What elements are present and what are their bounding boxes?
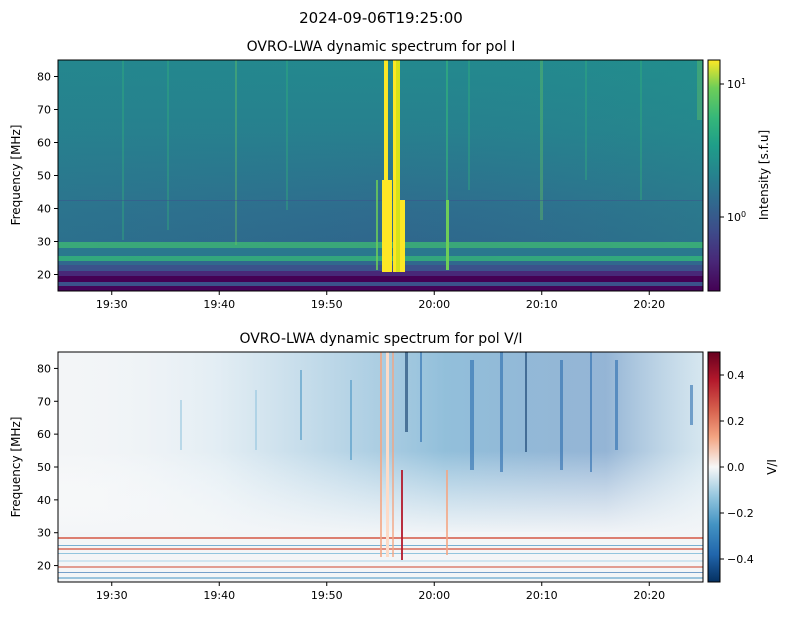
y-tick-label: 80	[37, 71, 51, 84]
x-tick-label: 19:50	[311, 298, 343, 311]
figure-suptitle: 2024-09-06T19:25:00	[299, 9, 463, 27]
colorbar-tick-label: 100	[727, 210, 746, 225]
colorbar-tick-label: 0.0	[727, 461, 745, 474]
colorbar-vi: 0.4 0.2 0.0 −0.2 −0.4 V/I	[707, 351, 779, 583]
x-tick-label: 19:40	[203, 589, 235, 602]
colorbar-tick-label: 0.4	[727, 369, 745, 382]
colorbar-label: V/I	[765, 459, 779, 475]
x-tick-label: 19:50	[311, 589, 343, 602]
y-tick-label: 40	[37, 494, 51, 507]
spectrogram-i-image	[58, 60, 703, 291]
y-axis-ticks: 20 30 40 50 60 70 80	[37, 362, 58, 573]
y-tick-label: 70	[37, 104, 51, 117]
y-tick-label: 50	[37, 170, 51, 183]
y-axis-label: Frequency [MHz]	[9, 417, 23, 518]
x-axis-ticks: 19:30 19:40 19:50 20:00 20:10 20:20	[96, 291, 665, 311]
x-tick-label: 20:20	[633, 589, 665, 602]
x-tick-label: 19:30	[96, 298, 128, 311]
y-tick-label: 20	[37, 269, 51, 282]
x-tick-label: 20:20	[633, 298, 665, 311]
x-tick-label: 20:00	[418, 589, 450, 602]
x-axis-ticks: 19:30 19:40 19:50 20:00 20:10 20:20	[96, 582, 665, 602]
y-axis-label: Frequency [MHz]	[9, 125, 23, 226]
y-tick-label: 20	[37, 560, 51, 573]
colorbar-label: Intensity [s.f.u]	[757, 130, 771, 220]
y-tick-label: 60	[37, 428, 51, 441]
y-tick-label: 50	[37, 461, 51, 474]
panel-pol-vi: OVRO-LWA dynamic spectrum for pol V/I	[9, 331, 779, 602]
panel-title: OVRO-LWA dynamic spectrum for pol I	[247, 39, 516, 55]
x-tick-label: 20:00	[418, 298, 450, 311]
x-tick-label: 19:30	[96, 589, 128, 602]
y-tick-label: 60	[37, 137, 51, 150]
x-tick-label: 19:40	[203, 298, 235, 311]
colorbar-intensity: 101 100 Intensity [s.f.u]	[707, 59, 771, 292]
panel-title: OVRO-LWA dynamic spectrum for pol V/I	[239, 331, 522, 347]
colorbar-tick-label: 101	[727, 77, 746, 92]
colorbar-tick-label: 0.2	[727, 415, 745, 428]
panel-pol-i: OVRO-LWA dynamic spectrum for pol I	[9, 39, 771, 311]
spectrogram-vi-image	[58, 352, 703, 582]
colorbar-tick-label: −0.4	[727, 553, 754, 566]
y-tick-label: 70	[37, 395, 51, 408]
y-tick-label: 30	[37, 236, 51, 249]
y-tick-label: 80	[37, 362, 51, 375]
y-tick-label: 40	[37, 203, 51, 216]
colorbar-tick-label: −0.2	[727, 507, 754, 520]
x-tick-label: 20:10	[526, 589, 558, 602]
x-tick-label: 20:10	[526, 298, 558, 311]
y-axis-ticks: 20 30 40 50 60 70 80	[37, 71, 58, 282]
y-tick-label: 30	[37, 527, 51, 540]
